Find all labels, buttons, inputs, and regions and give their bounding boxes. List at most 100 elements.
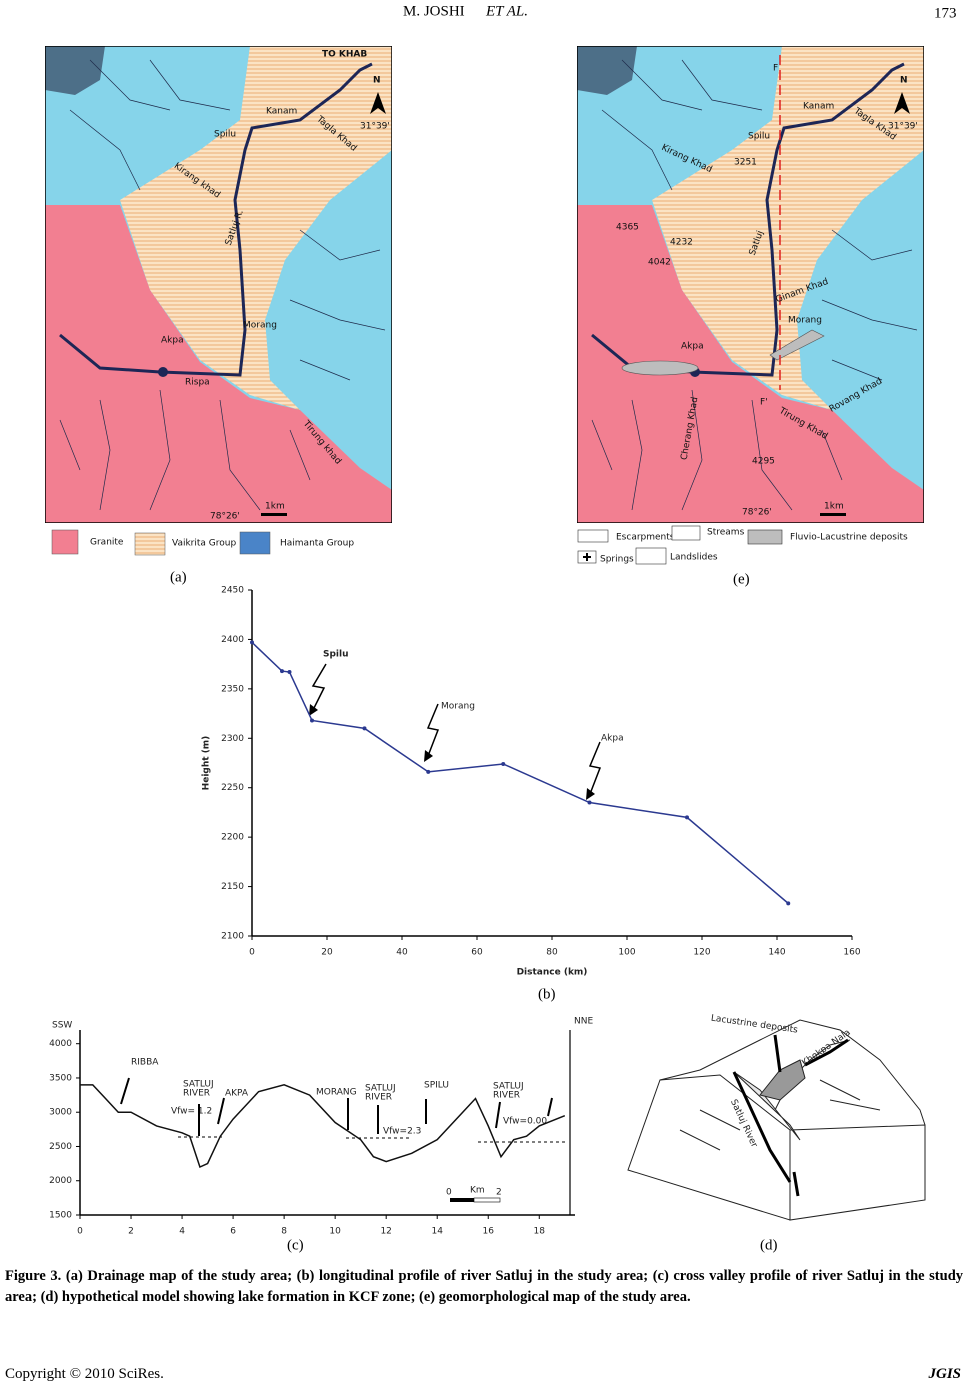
map-label: Morang <box>243 321 277 331</box>
y-tick-label: 3500 <box>49 1073 72 1083</box>
map-label: F <box>773 64 778 74</box>
x-tick-label: 12 <box>380 1227 391 1237</box>
legend-label: Escarpments <box>616 533 675 543</box>
block-diagram <box>627 1019 926 1221</box>
annotation: Akpa <box>601 734 624 744</box>
y-tick-label: 3000 <box>49 1108 72 1118</box>
panel-label: (b) <box>538 986 556 1002</box>
et-al: ET AL. <box>485 3 528 19</box>
map-label: 78°26' <box>742 508 772 518</box>
page-number: 173 <box>934 5 957 21</box>
y-tick-label: 2300 <box>221 734 244 744</box>
x-tick-label: 20 <box>321 948 333 958</box>
annotation: Vfw=0.00 <box>503 1117 547 1127</box>
x-tick-label: 140 <box>768 948 785 958</box>
panel-label: (c) <box>287 1237 304 1253</box>
map-label: 31°39' <box>360 122 390 132</box>
map-label: 1km <box>824 502 844 512</box>
x-tick-label: 4 <box>179 1227 185 1237</box>
panel-label: (a) <box>170 569 187 585</box>
map-label: Akpa <box>681 342 704 352</box>
legend-label: Fluvio-Lacustrine deposits <box>790 533 908 543</box>
annotation: Km <box>470 1186 485 1196</box>
y-tick-label: 2500 <box>49 1142 72 1152</box>
x-axis-title: Distance (km) <box>517 968 588 978</box>
map-label: Spilu <box>214 130 236 140</box>
annotation: SATLUJ <box>493 1082 524 1092</box>
y-tick-label: 2200 <box>221 833 244 843</box>
legend-label: Granite <box>90 538 124 548</box>
data-point <box>310 718 314 723</box>
annotation: NNE <box>574 1017 593 1027</box>
copyright: Copyright © 2010 SciRes. <box>5 1366 164 1382</box>
x-tick-label: 60 <box>471 948 483 958</box>
map-label: Kanam <box>266 107 297 117</box>
x-tick-label: 16 <box>483 1227 495 1237</box>
series-line <box>251 641 789 904</box>
annotation: RIBBA <box>131 1058 159 1068</box>
legend-label: Landslides <box>670 553 718 563</box>
annotation: MORANG <box>316 1088 357 1098</box>
y-tick-label: 4000 <box>49 1039 72 1049</box>
x-tick-label: 0 <box>249 948 255 958</box>
map-label: F' <box>760 398 768 408</box>
chart-c-annotations: SSW NNE RIBBA SATLUJ RIVER AKPA Vfw= 1.2… <box>52 1017 593 1203</box>
diagram-label: Khokpa Nala <box>800 1028 852 1069</box>
annotation: Morang <box>441 702 475 712</box>
annotation: AKPA <box>225 1089 249 1099</box>
annotation: RIVER <box>183 1089 210 1099</box>
annotation: Vfw= 1.2 <box>171 1107 212 1117</box>
series-line <box>80 1084 566 1169</box>
annotation: Vfw=2.3 <box>383 1127 421 1137</box>
map-label: 78°26' <box>210 512 240 522</box>
legend-a: Granite Vaikrita Group Haimanta Group <box>51 529 354 556</box>
map-label: 4232 <box>670 238 693 248</box>
data-point <box>587 800 592 805</box>
data-point <box>426 769 431 774</box>
chart-b-annotations: Spilu Morang Akpa <box>309 650 624 800</box>
y-tick-label: 2450 <box>221 586 244 596</box>
map-label: Rispa <box>185 378 210 388</box>
y-tick-label: 2250 <box>221 783 244 793</box>
y-tick-label: 2350 <box>221 684 244 694</box>
data-point <box>362 726 367 731</box>
data-point <box>287 670 292 675</box>
x-tick-label: 2 <box>128 1227 134 1237</box>
x-tick-label: 0 <box>77 1227 83 1237</box>
map-a <box>45 46 392 523</box>
y-tick-label: 1500 <box>49 1211 72 1221</box>
legend-label: Springs <box>600 555 634 565</box>
caption-text: (a) Drainage map of the study area; (b) … <box>5 1268 964 1305</box>
journal: JGIS <box>928 1366 961 1382</box>
caption: Figure 3. (a) Drainage map of the study … <box>5 1266 963 1308</box>
legend-e: Escarpments Streams Fluvio-Lacustrine de… <box>577 525 908 565</box>
x-tick-label: 100 <box>618 948 635 958</box>
map-label: 1km <box>265 502 285 512</box>
map-label: 31°39' <box>888 122 918 132</box>
x-tick-label: 6 <box>230 1227 236 1237</box>
map-label: N <box>373 76 381 86</box>
diagram-label: Lacustrine deposits <box>710 1014 798 1036</box>
map-label: Morang <box>788 316 822 326</box>
annotation: 0 <box>446 1188 452 1198</box>
panel-label: (e) <box>733 571 750 587</box>
map-label: 3251 <box>734 158 757 168</box>
legend-label: Streams <box>707 528 745 538</box>
x-tick-label: 10 <box>329 1227 341 1237</box>
map-label: N <box>900 76 908 86</box>
annotation: SATLUJ <box>365 1084 396 1094</box>
map-label: Spilu <box>748 132 770 142</box>
data-point <box>280 669 284 674</box>
data-point <box>786 901 791 906</box>
x-tick-label: 80 <box>546 948 558 958</box>
data-point <box>685 815 689 820</box>
data-point <box>250 640 254 645</box>
map-label: Akpa <box>161 336 184 346</box>
annotation: 2 <box>496 1188 502 1198</box>
annotation: Spilu <box>323 650 349 660</box>
annotation: SATLUJ <box>183 1080 214 1090</box>
y-tick-label: 2150 <box>221 882 244 892</box>
map-label: 4042 <box>648 258 671 268</box>
x-tick-label: 8 <box>281 1227 287 1237</box>
